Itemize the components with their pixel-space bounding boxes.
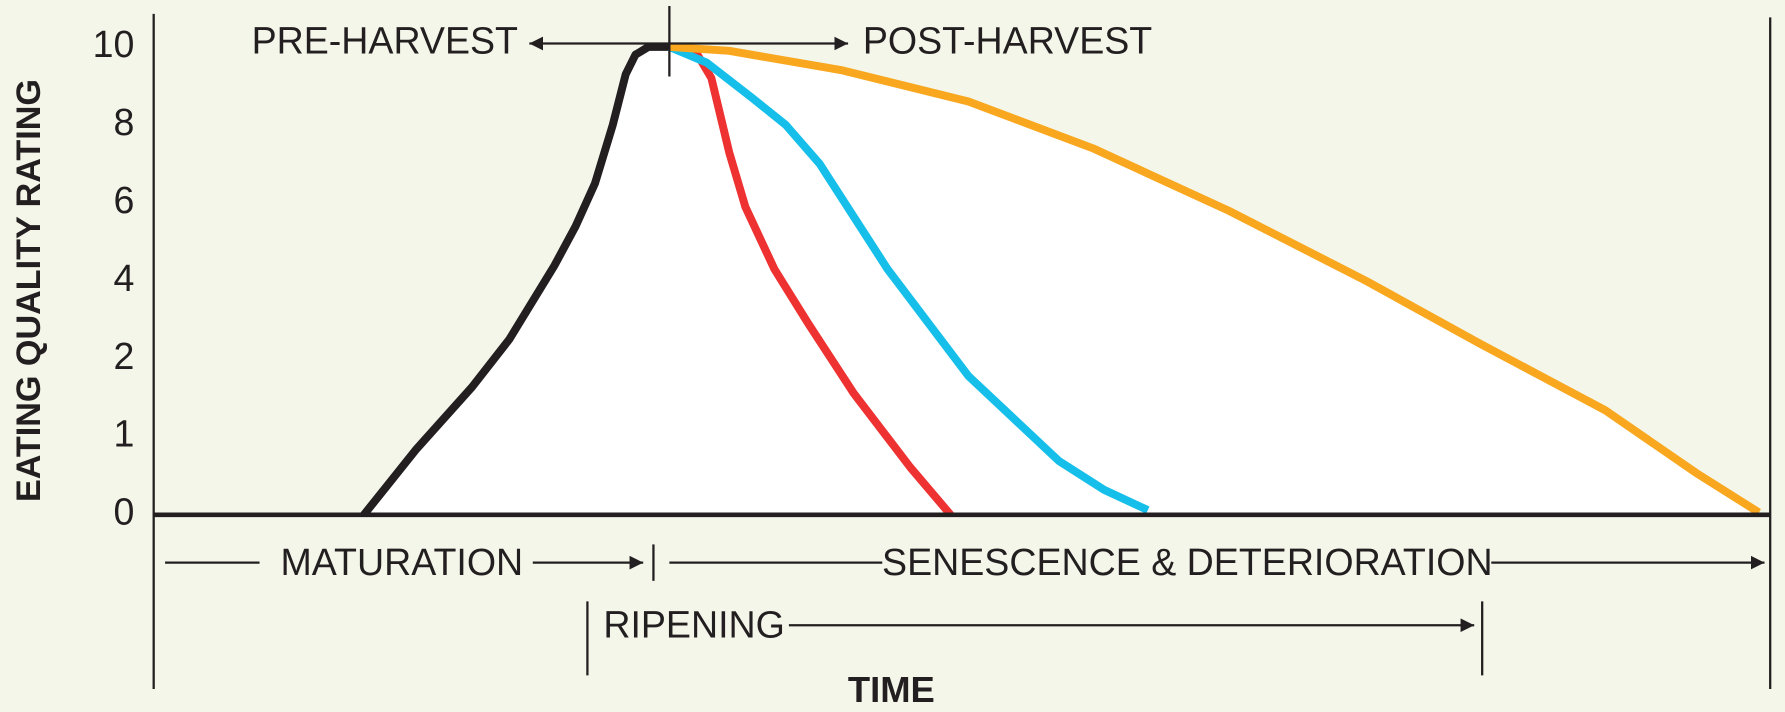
- y-tick-label: 6: [113, 179, 134, 221]
- y-tick-label: 2: [113, 335, 134, 377]
- annotation: SENESCENCE & DETERIORATION: [882, 541, 1493, 583]
- annotation: MATURATION: [281, 541, 524, 583]
- y-tick-label: 4: [113, 257, 134, 299]
- series-line: [667, 43, 1150, 514]
- annotation: RIPENING: [603, 603, 785, 645]
- envelope-fill: [363, 46, 1759, 515]
- series-line: [669, 42, 1762, 516]
- x-axis-label: TIME: [848, 669, 935, 710]
- y-tick-label: 0: [113, 491, 134, 533]
- y-axis-label: EATING QUALITY RATING: [10, 79, 48, 502]
- plot-area: [153, 42, 1771, 518]
- y-tick-label: 10: [93, 23, 135, 65]
- y-tick-label: 1: [113, 413, 134, 455]
- annotation: POST-HARVEST: [863, 19, 1152, 61]
- series-line: [360, 42, 670, 518]
- annotation: PRE-HARVEST: [252, 19, 518, 61]
- y-tick-label: 8: [113, 101, 134, 143]
